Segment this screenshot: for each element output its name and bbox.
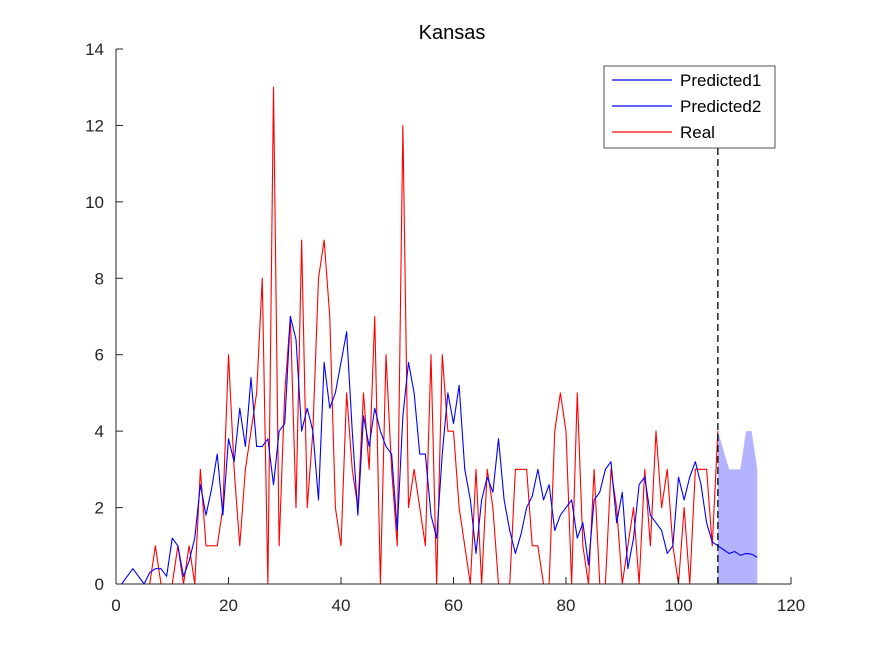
x-tick-label: 20 <box>219 596 238 615</box>
legend-label-predicted2: Predicted2 <box>680 97 761 116</box>
y-tick-label: 8 <box>95 269 104 288</box>
x-tick-label: 40 <box>332 596 351 615</box>
y-tick-label: 10 <box>85 193 104 212</box>
axes: 0 20 40 60 80 100 120 0 2 4 6 8 10 12 14 <box>85 40 805 615</box>
forecast-band <box>717 431 758 584</box>
x-tick-label: 120 <box>777 596 805 615</box>
legend-label-predicted1: Predicted1 <box>680 71 761 90</box>
forecast-band-layer <box>717 431 758 584</box>
chart-title: Kansas <box>419 22 486 44</box>
y-tick-label: 6 <box>95 346 104 365</box>
y-tick-label: 12 <box>85 116 104 135</box>
x-tick-label: 100 <box>664 596 692 615</box>
x-tick-label: 80 <box>557 596 576 615</box>
legend: Predicted1 Predicted2 Real <box>603 65 776 149</box>
x-tick-label: 0 <box>111 596 120 615</box>
y-tick-label: 14 <box>85 40 104 59</box>
series-line-predicted2 <box>717 545 758 558</box>
series-line-real <box>121 86 719 585</box>
y-tick-label: 2 <box>95 499 104 518</box>
x-tick-label: 60 <box>444 596 463 615</box>
series-line-predicted1 <box>121 315 719 585</box>
y-tick-label: 4 <box>95 422 104 441</box>
legend-label-real: Real <box>680 123 715 142</box>
y-tick-label: 0 <box>95 575 104 594</box>
series-layer <box>121 86 758 585</box>
